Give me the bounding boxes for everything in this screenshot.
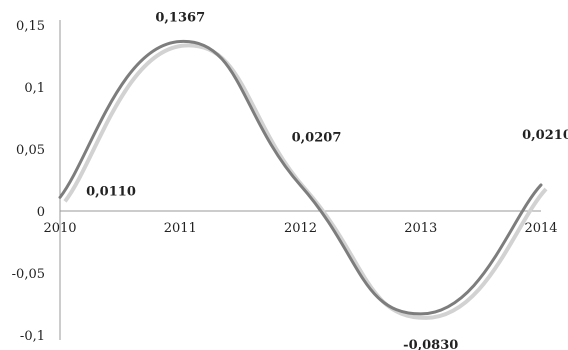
data-label: 0,0110 <box>86 184 136 199</box>
data-label: 0,0210 <box>522 128 568 143</box>
x-tick-label: 2011 <box>164 221 197 236</box>
data-labels: 0,0110 0,1367 0,0207 -0,0830 0,0210 <box>86 10 568 350</box>
y-tick-label: 0 <box>37 205 45 220</box>
y-tick-label: -0,05 <box>12 267 45 282</box>
y-tick-label: 0,15 <box>16 19 45 34</box>
x-tick-labels: 2010 2011 2012 2013 2014 <box>43 221 557 236</box>
data-label: 0,0207 <box>292 130 342 145</box>
data-label: 0,1367 <box>155 10 205 25</box>
x-tick-label: 2012 <box>284 221 317 236</box>
y-tick-label: -0,1 <box>20 329 45 344</box>
series-line <box>58 39 543 316</box>
data-label: -0,0830 <box>403 338 458 350</box>
x-tick-label: 2013 <box>404 221 437 236</box>
y-tick-labels: 0,15 0,1 0,05 0 -0,05 -0,1 <box>12 19 45 344</box>
y-tick-label: 0,05 <box>16 143 45 158</box>
x-tick-label: 2014 <box>524 221 557 236</box>
y-tick-label: 0,1 <box>24 81 45 96</box>
series-shadow-line <box>63 43 548 320</box>
x-tick-label: 2010 <box>43 221 76 236</box>
